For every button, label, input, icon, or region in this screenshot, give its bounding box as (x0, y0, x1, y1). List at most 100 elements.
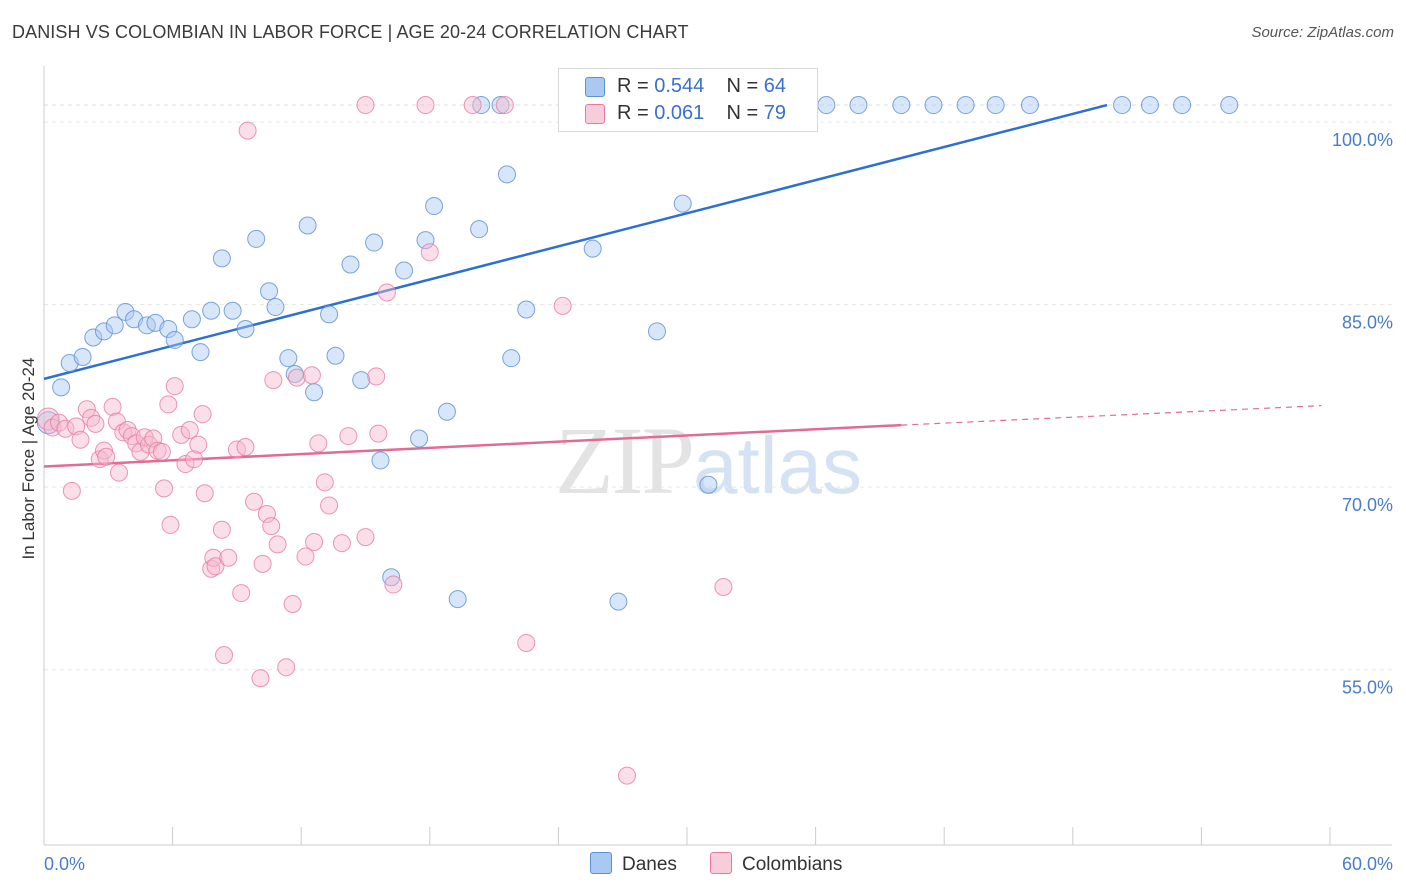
point-colombians (495, 96, 514, 115)
bottom-label-danes: Danes (622, 854, 677, 875)
point-colombians (245, 492, 264, 511)
point-danes (416, 231, 435, 250)
point-colombians (206, 557, 225, 576)
point-colombians (185, 450, 204, 469)
bottom-legend-colombians: Colombians (710, 852, 842, 876)
point-colombians (165, 377, 184, 396)
point-danes (497, 165, 516, 184)
point-colombians (161, 515, 180, 534)
point-danes (382, 568, 401, 587)
point-colombians (264, 371, 283, 390)
legend-text-colombians: R = 0.061 N = 79 (617, 100, 786, 126)
point-danes (371, 451, 390, 470)
point-colombians (236, 438, 255, 457)
point-danes (583, 239, 602, 258)
r-value: 0.544 (654, 75, 705, 97)
point-danes (609, 592, 628, 611)
point-danes (924, 96, 943, 115)
point-colombians (180, 420, 199, 439)
r-value: 0.061 (654, 102, 705, 124)
point-colombians (215, 646, 234, 665)
point-danes (191, 343, 210, 362)
point-danes (298, 216, 317, 235)
n-label: N = (726, 75, 759, 97)
point-colombians (302, 366, 321, 385)
r-label: R = (617, 102, 649, 124)
point-colombians (144, 429, 163, 448)
point-colombians (155, 479, 174, 498)
point-danes (341, 255, 360, 274)
point-colombians (268, 535, 287, 554)
point-colombians (97, 447, 116, 466)
point-colombians (71, 430, 90, 449)
point-colombians (517, 633, 536, 652)
trend-line-colombians (43, 423, 902, 468)
point-danes (202, 301, 221, 320)
point-colombians (159, 395, 178, 414)
point-danes (223, 301, 242, 320)
trend-extension-colombians (901, 405, 1322, 426)
point-danes (892, 96, 911, 115)
point-danes (491, 96, 510, 115)
point-colombians (67, 417, 86, 436)
point-colombians (283, 595, 302, 614)
point-danes (437, 402, 456, 421)
point-colombians (238, 121, 257, 140)
point-colombians (714, 577, 733, 596)
point-danes (425, 197, 444, 216)
source-credit: Source: ZipAtlas.com (1251, 24, 1394, 41)
watermark-zip: ZIP (555, 407, 695, 514)
point-danes (673, 194, 692, 213)
point-danes (517, 300, 536, 319)
point-colombians (103, 397, 122, 416)
point-colombians (463, 96, 482, 115)
x-tick-label: 0.0% (44, 854, 85, 874)
bottom-label-colombians: Colombians (742, 854, 843, 875)
point-colombians (332, 534, 351, 553)
point-colombians (232, 584, 251, 603)
chart-title: DANISH VS COLOMBIAN IN LABOR FORCE | AGE… (12, 22, 689, 42)
point-colombians (309, 434, 328, 453)
n-value: 79 (763, 102, 787, 124)
point-danes (52, 378, 71, 397)
point-danes (352, 371, 371, 390)
point-colombians (356, 96, 375, 115)
point-colombians (212, 520, 231, 539)
legend-swatch-danes (585, 77, 605, 97)
stats-legend: R = 0.544 N = 64 R = 0.061 N = 79 (558, 68, 818, 132)
point-danes (105, 316, 124, 335)
point-colombians (369, 424, 388, 443)
point-colombians (320, 496, 339, 515)
point-danes (817, 96, 836, 115)
r-label: R = (617, 75, 649, 97)
point-colombians (62, 481, 81, 500)
point-danes (699, 475, 718, 494)
point-colombians (377, 283, 396, 302)
point-colombians (176, 455, 195, 474)
point-colombians (172, 425, 191, 444)
point-colombians (152, 442, 171, 461)
axes (43, 66, 1392, 846)
y-tick-label: 55.0% (1342, 678, 1393, 698)
bottom-swatch-colombians (710, 852, 732, 874)
point-colombians (195, 484, 214, 503)
point-colombians (86, 414, 105, 433)
watermark: ZIPatlas (555, 405, 862, 516)
point-colombians (416, 96, 435, 115)
point-colombians (617, 766, 636, 785)
point-danes (165, 330, 184, 349)
bottom-swatch-danes (590, 852, 612, 874)
point-colombians (277, 658, 296, 677)
point-danes (849, 96, 868, 115)
point-colombians (193, 405, 212, 424)
legend-swatch-colombians (585, 104, 605, 124)
point-colombians (553, 296, 572, 315)
n-value: 64 (763, 75, 787, 97)
point-danes (236, 319, 255, 338)
y-axis-label: In Labor Force | Age 20-24 (19, 358, 38, 560)
point-danes (247, 229, 266, 248)
point-danes (212, 249, 231, 268)
point-colombians (262, 517, 281, 536)
point-danes (320, 305, 339, 324)
point-colombians (296, 547, 315, 566)
